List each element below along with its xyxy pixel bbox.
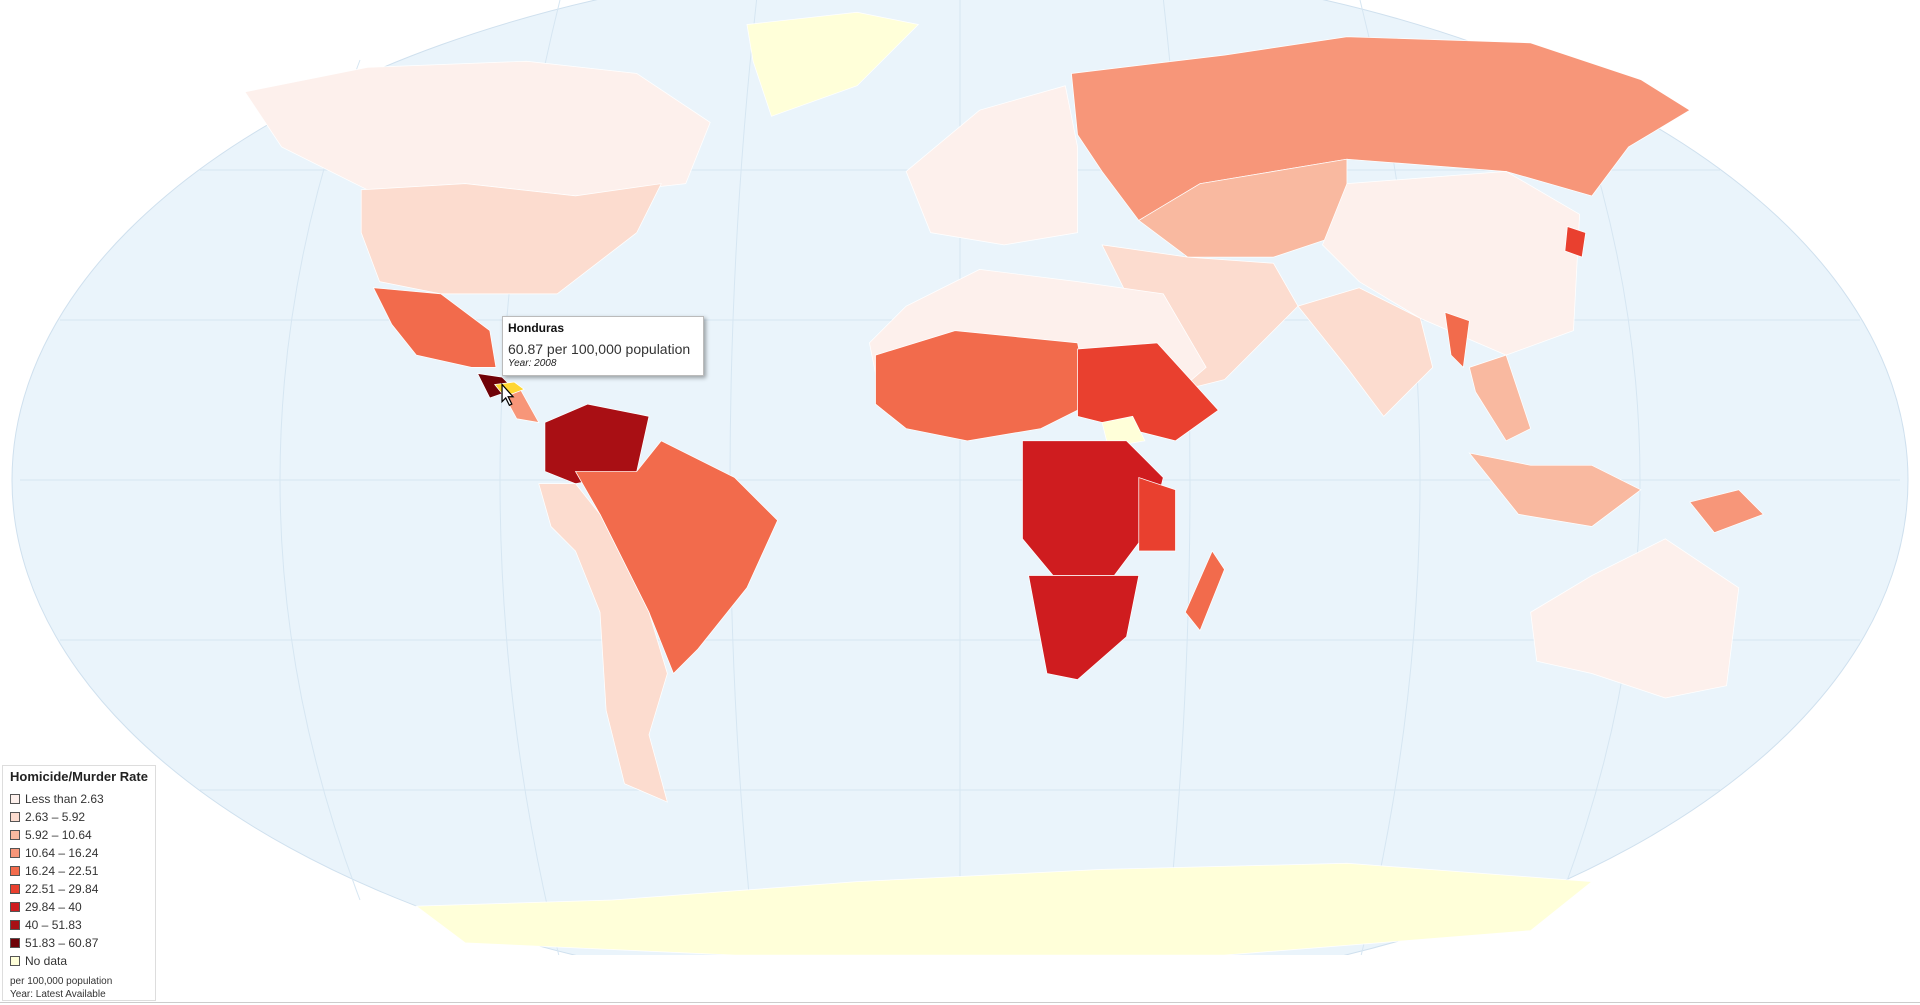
legend-label: 29.84 – 40 [25,900,82,914]
tooltip: Honduras 60.87 per 100,000 population Ye… [502,316,704,376]
legend-note: per 100,000 population [10,976,113,987]
country-region[interactable] [1468,354,1532,442]
legend-item: Less than 2.63 [10,790,155,808]
country-region[interactable] [1530,538,1740,699]
legend-swatch [10,794,20,804]
country-region[interactable] [1022,440,1164,576]
legend: Homicide/Murder Rate Less than 2.63 2.63 … [2,765,156,1001]
legend-swatch [10,812,20,822]
cursor [501,382,515,407]
legend-item: No data [10,952,155,970]
country-region[interactable] [1184,550,1225,632]
legend-item: 51.83 – 60.87 [10,934,155,952]
legend-label: 2.63 – 5.92 [25,810,86,824]
country-region[interactable] [415,862,1593,955]
regions [244,11,1764,955]
country-region[interactable] [360,183,662,295]
country-region[interactable] [1071,36,1691,221]
legend-label: 40 – 51.83 [25,918,82,932]
legend-note: Year: Latest Available [10,989,106,1000]
legend-item: 5.92 – 10.64 [10,826,155,844]
legend-notes: per 100,000 population Year: Latest Avail… [10,975,155,1001]
legend-label: 10.64 – 16.24 [25,846,99,860]
tooltip-country: Honduras [508,321,565,335]
legend-swatch [10,920,20,930]
country-region[interactable] [1138,477,1176,552]
legend-label: 16.24 – 22.51 [25,864,99,878]
legend-item: 22.51 – 29.84 [10,880,155,898]
legend-label: 51.83 – 60.87 [25,936,99,950]
country-region[interactable] [1297,287,1434,417]
country-region[interactable] [372,287,497,368]
legend-item: 16.24 – 22.51 [10,862,155,880]
legend-title: Homicide/Murder Rate [10,769,148,784]
legend-label: 22.51 – 29.84 [25,882,99,896]
legend-item: 10.64 – 16.24 [10,844,155,862]
country-region[interactable] [1077,342,1219,442]
legend-label: 5.92 – 10.64 [25,828,92,842]
country-region[interactable] [1101,415,1146,448]
country-region[interactable] [538,483,668,803]
bottom-border [0,1002,1920,1003]
country-region[interactable] [1468,452,1642,527]
legend-swatch [10,884,20,894]
country-region[interactable] [1028,575,1140,680]
legend-item: 29.84 – 40 [10,898,155,916]
country-region[interactable] [1444,311,1470,369]
legend-swatch [10,848,20,858]
country-region[interactable] [244,60,711,197]
legend-swatch [10,830,20,840]
country-region[interactable] [875,330,1091,442]
legend-swatch [10,902,20,912]
country-region[interactable] [1564,226,1587,258]
legend-item: 2.63 – 5.92 [10,808,155,826]
legend-items: Less than 2.63 2.63 – 5.92 5.92 – 10.64 10.… [10,790,155,970]
legend-label: Less than 2.63 [25,792,104,806]
country-region[interactable] [746,11,920,117]
country-region[interactable] [1689,489,1764,534]
legend-item: 40 – 51.83 [10,916,155,934]
tooltip-value: 60.87 per 100,000 population [508,341,691,357]
map-body [11,0,1909,955]
tooltip-year: Year: 2008 [508,358,557,369]
legend-swatch [10,956,20,966]
legend-label: No data [25,954,68,968]
legend-swatch [10,938,20,948]
legend-swatch [10,866,20,876]
country-region[interactable] [905,85,1078,246]
